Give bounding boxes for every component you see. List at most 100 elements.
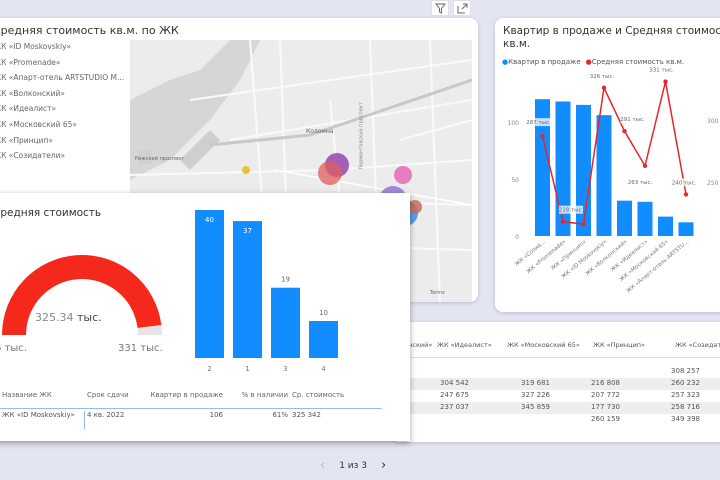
bar-data-label: 10 xyxy=(319,309,328,317)
matrix-column-header[interactable]: ЖК «Созидатели» xyxy=(675,341,720,349)
matrix-column-header[interactable]: ЖК «Принцип» xyxy=(593,341,646,349)
matrix-row-stripe xyxy=(395,402,720,414)
line-point[interactable] xyxy=(683,192,689,197)
line-label-bg xyxy=(628,177,652,186)
map-label-street: Рижский проспект xyxy=(135,156,185,162)
bar[interactable] xyxy=(576,104,591,237)
quarter-bar-chart[interactable]: 40 2 37 1 19 3 10 4 xyxy=(190,208,360,378)
map-legend-item[interactable]: ЖК «Апарт-отель ARTSTUDIO M... xyxy=(0,73,125,83)
line-point[interactable] xyxy=(642,163,648,169)
table-cell: 106 xyxy=(209,411,223,419)
map-legend-item[interactable]: ЖК «Московский 65» xyxy=(0,119,78,129)
bar[interactable] xyxy=(658,216,673,236)
left-axis-tick: 50 xyxy=(511,177,519,184)
focus-mode-button[interactable] xyxy=(453,0,471,16)
map-legend: ЖК «ID Moskovskiy» ЖК «Promenade» ЖК «Апар… xyxy=(0,42,124,167)
map-legend-item[interactable]: ЖК «Принцип» xyxy=(0,135,54,145)
line-point[interactable] xyxy=(540,133,545,139)
detail-table-row[interactable]: ЖК «ID Moskovskiy» 4 кв. 2022 106 61% 325 34… xyxy=(0,411,382,429)
right-axis-tick: 250 xyxy=(707,180,719,187)
table-cell: 61% xyxy=(272,411,288,419)
right-axis-tick: 300 xyxy=(707,118,719,125)
map-legend-item[interactable]: ЖК «Созидатели» xyxy=(0,151,66,161)
map-legend-item[interactable]: ЖК «ID Moskovskiy» xyxy=(0,42,72,51)
table-column-header[interactable]: Название ЖК xyxy=(2,391,52,399)
matrix-cell: 345 859 xyxy=(521,403,550,411)
table-cell: ЖК «ID Moskovskiy» xyxy=(0,411,85,429)
filter-button[interactable] xyxy=(431,0,449,16)
bar[interactable] xyxy=(195,210,224,358)
bubble xyxy=(408,200,422,214)
bar[interactable] xyxy=(309,321,338,358)
bar[interactable] xyxy=(596,115,612,236)
bar[interactable] xyxy=(617,200,632,236)
detail-table-header: Название ЖК Срок сдачи Квартир в продаже % … xyxy=(0,391,382,409)
matrix-column-header[interactable]: ЖК «Московский 65» xyxy=(507,341,580,349)
matrix-cell: 260 232 xyxy=(671,379,700,387)
bar[interactable] xyxy=(637,201,653,236)
line-label-bg xyxy=(559,205,583,214)
x-axis-label: ЖК «Принцип» xyxy=(550,239,588,272)
legend-item-line[interactable]: ●Средняя стоимость кв.м. xyxy=(585,58,685,66)
combo-title-line1: Квартир в продаже и Средняя стоимость xyxy=(503,25,720,37)
table-cell: 4 кв. 2022 xyxy=(87,411,125,419)
table-column-header[interactable]: % в наличии xyxy=(241,391,288,399)
matrix-header xyxy=(395,322,720,358)
matrix-column-header[interactable]: ЖК «Волконский» xyxy=(395,341,433,349)
legend-item-bars[interactable]: ●Квартир в продаже xyxy=(502,58,581,66)
bar[interactable] xyxy=(271,287,300,358)
bar[interactable] xyxy=(678,222,694,236)
focus-mode-icon xyxy=(457,3,467,13)
bubble xyxy=(242,166,250,174)
line-data-label: 263 тыс. xyxy=(628,180,653,186)
line-point[interactable] xyxy=(622,128,627,134)
line-data-label: 331 тыс. xyxy=(649,68,674,74)
table-column-header[interactable]: Срок сдачи xyxy=(87,391,129,399)
line-point[interactable] xyxy=(663,79,668,84)
bar[interactable] xyxy=(555,101,571,236)
x-axis-label: 4 xyxy=(321,365,326,373)
matrix-cell: 237 037 xyxy=(440,403,469,411)
matrix-cell: 349 398 xyxy=(671,415,700,423)
pager: ‹ 1 из 3 › xyxy=(320,458,386,473)
next-page-button[interactable]: › xyxy=(381,458,387,473)
map-attribution[interactable]: Terms xyxy=(430,290,445,296)
combo-chart[interactable]: 0 50 100 250 300 287 тыс. 218 тыс. 326 тыс. 291 … xyxy=(495,18,720,312)
x-axis-label: 3 xyxy=(283,365,287,373)
overlay-title: Средняя стоимость xyxy=(0,207,102,219)
line-point[interactable] xyxy=(581,221,586,227)
bar[interactable] xyxy=(233,221,262,358)
map-legend-item[interactable]: ЖК «Идеалист» xyxy=(0,104,57,114)
map-legend-item[interactable]: ЖК «Волконский» xyxy=(0,88,65,98)
line-point[interactable] xyxy=(601,85,607,90)
map-label-district: Коломна xyxy=(306,128,334,135)
table-cell: 325 342 xyxy=(292,411,321,419)
table-column-header[interactable]: Квартир в продаже xyxy=(150,391,223,399)
gauge xyxy=(2,255,162,335)
line-label-bg xyxy=(649,65,674,74)
matrix-cell: 260 159 xyxy=(591,415,620,423)
gauge-min-label: 6 тыс. xyxy=(0,343,27,354)
line-data-label: 326 тыс. xyxy=(590,74,615,80)
matrix-column-header[interactable]: ЖК «Идеалист» xyxy=(437,341,492,349)
bubble xyxy=(318,161,342,185)
combo-chart-card: Квартир в продаже и Средняя стоимость кв… xyxy=(495,18,720,312)
line-label-bg xyxy=(620,115,645,124)
line-point[interactable] xyxy=(560,219,566,224)
matrix-cell: 216 808 xyxy=(591,379,620,387)
gauge-value-arc xyxy=(2,255,162,335)
matrix-cell: 327 226 xyxy=(521,391,550,399)
matrix-cell: 258 716 xyxy=(671,403,700,411)
bar-data-label: 37 xyxy=(243,227,252,235)
matrix-cell: 207 772 xyxy=(591,391,620,399)
bar-data-label: 19 xyxy=(281,276,290,284)
filter-icon xyxy=(434,3,446,14)
bar[interactable] xyxy=(535,99,550,236)
bubble xyxy=(394,166,412,184)
line-data-label: 240 тыс. xyxy=(672,180,697,186)
table-column-header[interactable]: Ср. стоимость xyxy=(292,391,345,399)
map-title: Средняя стоимость кв.м. по ЖК xyxy=(0,24,179,37)
prev-page-button[interactable]: ‹ xyxy=(320,458,326,473)
map-legend-item[interactable]: ЖК «Promenade» xyxy=(0,57,61,67)
line-label-bg xyxy=(526,118,551,127)
